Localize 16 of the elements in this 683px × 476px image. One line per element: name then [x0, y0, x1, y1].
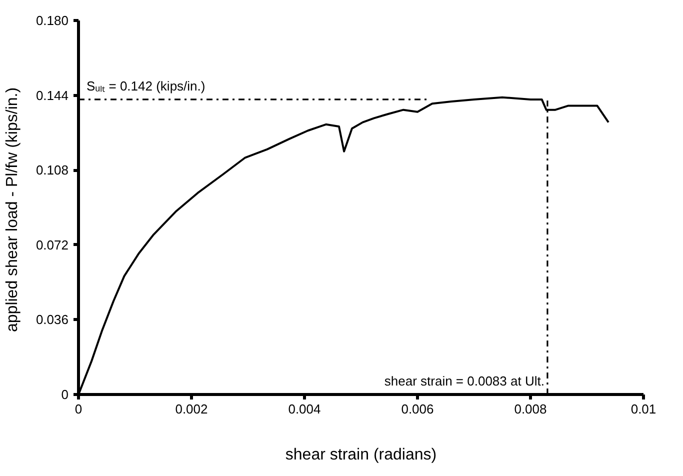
y-axis-title: applied shear load - Pl/fw (kips/in.) — [4, 87, 21, 332]
x-tick-label: 0 — [74, 402, 82, 416]
x-tick-label: 0.01 — [630, 402, 656, 416]
x-tick-label: 0.004 — [288, 402, 321, 416]
x-tick-label: 0.002 — [175, 402, 208, 416]
y-tick-label: 0.180 — [36, 13, 69, 28]
annotation: Sᵤₗₜ = 0.142 (kips/in.) — [86, 78, 206, 94]
y-tick-label: 0.036 — [36, 312, 69, 328]
y-tick-label: 0.144 — [36, 88, 69, 103]
y-tick-label: 0.072 — [36, 237, 69, 252]
annotation: shear strain = 0.0083 at Ult. — [384, 374, 544, 388]
x-tick-label: 0.008 — [514, 402, 547, 416]
x-tick-label: 0.006 — [401, 402, 434, 416]
x-axis-title: shear strain (radians) — [285, 446, 437, 464]
y-tick-label: 0 — [61, 387, 69, 402]
y-tick-label: 0.108 — [36, 162, 69, 178]
